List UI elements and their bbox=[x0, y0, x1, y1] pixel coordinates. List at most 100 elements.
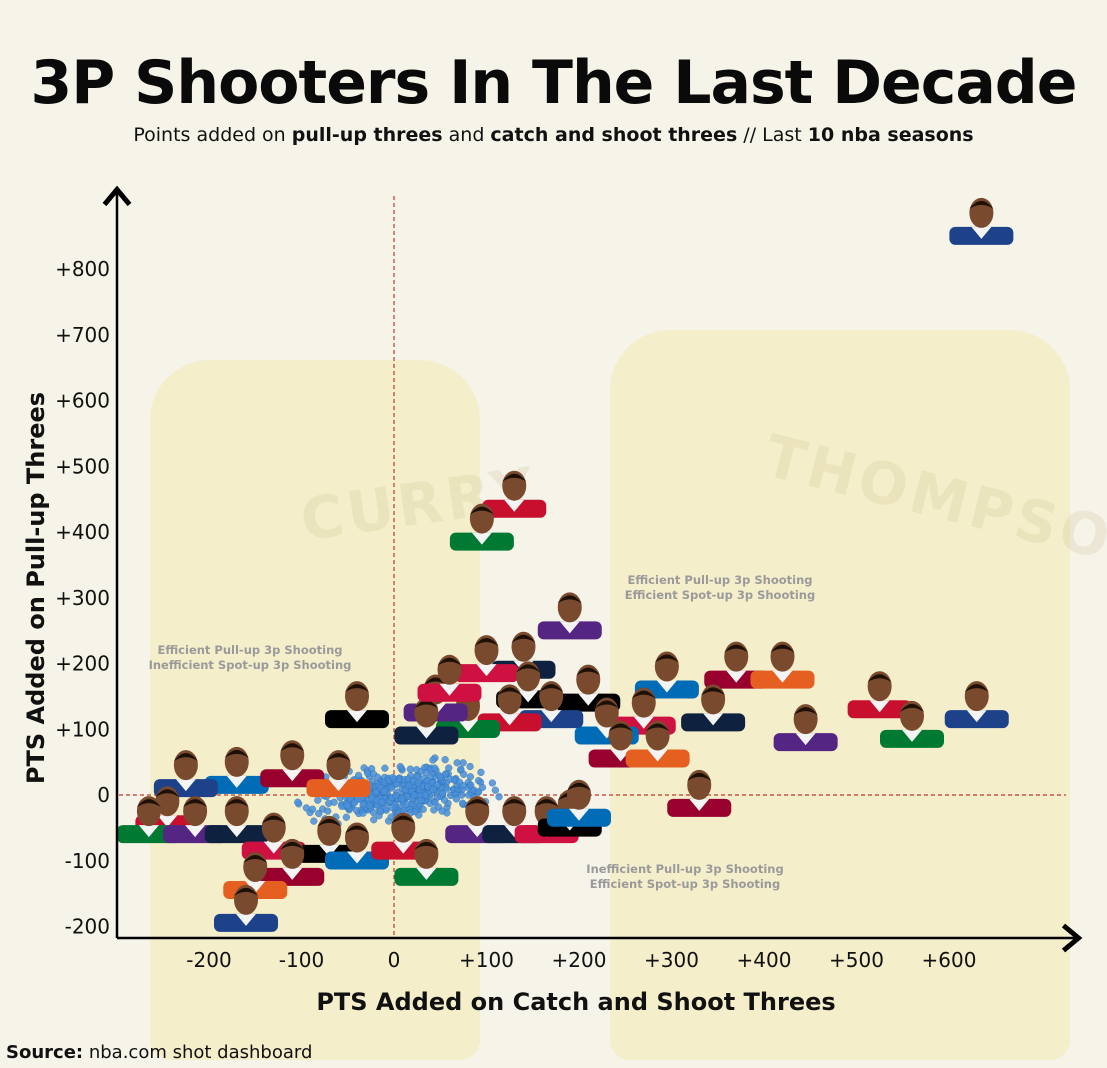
chart-title: 3P Shooters In The Last Decade bbox=[30, 48, 1078, 118]
cluster-point bbox=[294, 798, 302, 806]
player-collar bbox=[263, 841, 284, 854]
player-point bbox=[847, 671, 912, 719]
player-collar bbox=[966, 710, 987, 723]
player-hair bbox=[497, 687, 522, 696]
x-tick-label: +200 bbox=[552, 948, 607, 972]
player-point bbox=[519, 681, 584, 729]
player-collar bbox=[689, 798, 710, 811]
player-point bbox=[547, 779, 611, 827]
player-collar bbox=[518, 690, 539, 703]
cluster-point bbox=[466, 762, 474, 771]
player-hair bbox=[516, 664, 541, 673]
cluster-point bbox=[477, 768, 485, 776]
cluster-point bbox=[438, 807, 446, 815]
player-hair bbox=[867, 674, 892, 683]
quadrant-label-top-left-line-1: Efficient Pull-up 3p Shooting bbox=[157, 643, 343, 657]
player-collar bbox=[499, 713, 520, 726]
source-note: Source: nba.com shot dashboard bbox=[6, 1042, 312, 1063]
player-point bbox=[417, 654, 482, 702]
player-point bbox=[667, 769, 732, 817]
player-hair bbox=[654, 654, 679, 663]
player-hair bbox=[261, 815, 286, 824]
cluster-point bbox=[406, 765, 414, 773]
player-point bbox=[454, 635, 519, 683]
subtitle-bold-1: pull-up threes bbox=[291, 124, 443, 146]
player-hair bbox=[534, 799, 559, 808]
player-point bbox=[537, 592, 602, 640]
player-collar bbox=[541, 710, 562, 723]
cluster-point bbox=[314, 796, 322, 804]
x-tick-label: +400 bbox=[737, 948, 792, 972]
x-tick-label: +500 bbox=[829, 948, 884, 972]
player-collar bbox=[347, 851, 367, 864]
cluster-point bbox=[350, 799, 359, 807]
player-collar bbox=[393, 841, 414, 854]
subtitle-part-2: and bbox=[442, 124, 491, 146]
player-hair bbox=[173, 753, 198, 762]
y-tick-label: +600 bbox=[55, 389, 110, 413]
x-tick-label: +600 bbox=[922, 948, 977, 972]
cluster-point bbox=[343, 801, 351, 809]
player-point bbox=[750, 641, 815, 689]
cluster-point bbox=[455, 778, 464, 786]
quadrant-label-top-left-line-2: Inefficient Spot-up 3p Shooting bbox=[148, 658, 352, 672]
cluster-point bbox=[452, 795, 460, 803]
player-hair bbox=[317, 818, 342, 827]
cluster-point bbox=[308, 805, 317, 813]
x-tick-label: -200 bbox=[186, 948, 231, 972]
cluster-point bbox=[453, 759, 461, 767]
player-collar bbox=[703, 713, 724, 726]
player-hair bbox=[964, 684, 989, 693]
player-collar bbox=[138, 825, 159, 838]
y-tick-label: +200 bbox=[55, 652, 110, 676]
cluster-point bbox=[315, 809, 323, 818]
cluster-point bbox=[381, 764, 389, 772]
player-hair bbox=[391, 815, 416, 824]
cluster-point bbox=[398, 795, 406, 803]
player-hair bbox=[183, 799, 208, 808]
cluster-point bbox=[417, 796, 425, 805]
player-hair bbox=[437, 657, 462, 666]
player-hair bbox=[243, 855, 268, 864]
player-point bbox=[949, 197, 1014, 245]
player-point bbox=[880, 700, 944, 748]
cluster-point bbox=[440, 796, 449, 804]
cluster-point bbox=[422, 768, 431, 777]
subtitle-bold-3: 10 nba seasons bbox=[807, 124, 974, 146]
player-collar bbox=[559, 621, 580, 634]
player-hair bbox=[234, 887, 258, 896]
player-collar bbox=[226, 775, 247, 788]
player-point bbox=[325, 681, 389, 729]
source-label: Source: bbox=[6, 1042, 84, 1063]
player-hair bbox=[224, 799, 249, 808]
cluster-point bbox=[388, 803, 397, 812]
player-point bbox=[394, 697, 459, 745]
player-collar bbox=[569, 808, 589, 821]
player-collar bbox=[467, 825, 488, 838]
cluster-point bbox=[378, 798, 386, 806]
player-point bbox=[944, 681, 1009, 729]
x-tick-label: +300 bbox=[644, 948, 699, 972]
cluster-point bbox=[467, 781, 475, 789]
player-hair bbox=[576, 667, 601, 676]
y-tick-label: +700 bbox=[55, 323, 110, 347]
cluster-point bbox=[421, 791, 430, 799]
player-collar bbox=[328, 779, 349, 792]
cluster-point bbox=[443, 785, 451, 793]
player-hair bbox=[474, 638, 499, 647]
player-point bbox=[681, 684, 746, 732]
player-hair bbox=[155, 789, 180, 798]
cluster-point bbox=[431, 764, 439, 772]
y-tick-label: +400 bbox=[55, 520, 110, 544]
player-collar bbox=[236, 913, 256, 926]
y-tick-label: +100 bbox=[55, 717, 110, 741]
quadrant-label-top-right-line-2: Efficient Spot-up 3p Shooting bbox=[624, 588, 816, 602]
player-collar bbox=[902, 729, 922, 742]
subtitle-part-1: Points added on bbox=[133, 124, 292, 146]
quadrant-label-top-left: Efficient Pull-up 3p Shooting Inefficien… bbox=[140, 643, 360, 673]
cluster-point bbox=[389, 773, 397, 782]
player-hair bbox=[793, 707, 818, 716]
y-tick-label: -200 bbox=[65, 915, 110, 939]
cluster-point bbox=[488, 779, 497, 787]
player-hair bbox=[969, 200, 994, 209]
